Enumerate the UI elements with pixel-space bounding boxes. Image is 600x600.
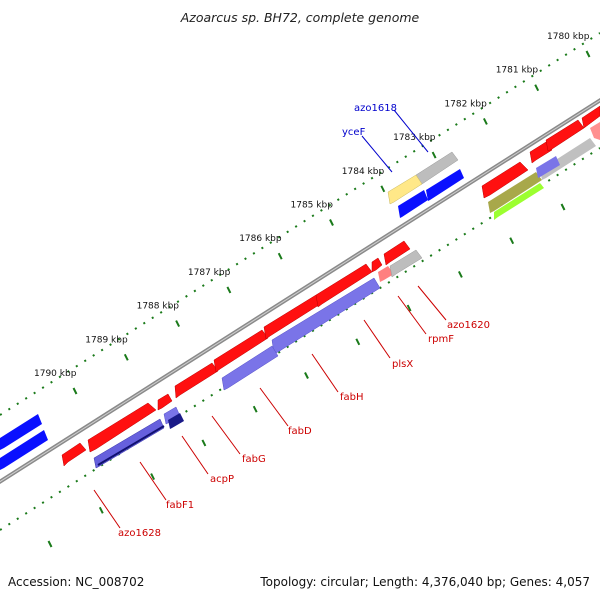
gene-purple-mid[interactable] <box>221 345 279 391</box>
gene-fabH[interactable] <box>263 294 323 340</box>
major-tick-inner <box>252 405 258 413</box>
label-azo1628[interactable]: azo1628 <box>118 528 161 539</box>
scale-labels: 1780 kbp 1781 kbp 1782 kbp 1783 kbp 1784 kbp… <box>34 32 590 379</box>
topology-label: Topology: circular; Length: 4,376,040 bp… <box>260 575 590 589</box>
scale-label: 1786 kbp <box>239 234 282 244</box>
major-tick <box>226 286 232 294</box>
scale-label: 1788 kbp <box>137 302 180 312</box>
major-ticks <box>47 50 591 548</box>
gene-far-left-2[interactable] <box>0 430 48 470</box>
label-fabF1[interactable]: fabF1 <box>166 500 194 511</box>
label-fabD[interactable]: fabD <box>288 426 312 437</box>
major-tick-inner <box>458 270 463 278</box>
reverse-genes[interactable] <box>398 169 464 218</box>
scale-label: 1784 kbp <box>342 167 385 177</box>
gene-acpP[interactable] <box>157 393 173 411</box>
gene-right-fwd-4[interactable] <box>581 105 600 129</box>
gene-fabF1[interactable] <box>87 402 157 453</box>
gene-azo1618[interactable] <box>426 169 464 201</box>
gene-right-pink[interactable] <box>590 122 600 140</box>
major-tick <box>123 353 129 361</box>
other-genes[interactable] <box>378 122 600 282</box>
label-fabG[interactable]: fabG <box>242 454 266 465</box>
major-tick-inner <box>355 338 361 346</box>
gene-grey-1[interactable] <box>389 249 423 278</box>
label-azo1620[interactable]: azo1620 <box>447 320 490 331</box>
major-tick-inner <box>150 473 155 481</box>
label-acpP[interactable]: acpP <box>210 474 234 485</box>
label-rpmF[interactable]: rpmF <box>428 334 454 345</box>
major-tick <box>534 84 540 92</box>
gene-right-purple[interactable] <box>536 156 560 178</box>
gene-right-fwd-1[interactable] <box>481 161 529 199</box>
map-title: Azoarcus sp. BH72, complete genome <box>180 10 420 25</box>
gene-navy-stripe <box>97 425 165 466</box>
scale-label: 1782 kbp <box>444 99 487 109</box>
scale-label: 1783 kbp <box>393 133 436 143</box>
gene-group-far-left[interactable] <box>0 414 48 470</box>
major-tick <box>329 219 334 226</box>
gene-labels: azo1620 rpmF plsX fabH fabD fabG acpP fa… <box>118 103 490 539</box>
gene-rev-2[interactable] <box>398 190 428 218</box>
accession-label: Accession: NC_008702 <box>8 575 145 589</box>
scale-label: 1780 kbp <box>547 32 590 42</box>
gene-right-olive[interactable] <box>488 172 542 213</box>
scale-label: 1789 kbp <box>85 335 128 345</box>
major-tick <box>175 320 180 328</box>
major-tick-inner <box>47 540 53 548</box>
major-tick-inner <box>304 372 309 379</box>
scale-label: 1781 kbp <box>496 66 539 76</box>
gene-azo1620[interactable] <box>383 240 411 266</box>
label-leaders <box>93 109 447 529</box>
gene-navy-fabF1[interactable] <box>93 418 165 469</box>
label-azo1618[interactable]: azo1618 <box>354 103 397 114</box>
scale-label: 1785 kbp <box>291 201 334 211</box>
major-tick-inner <box>509 237 515 245</box>
scale-label: 1787 kbp <box>188 268 231 278</box>
scale-label: 1790 kbp <box>34 369 77 379</box>
gene-navy-acpP[interactable] <box>168 413 184 429</box>
label-yceF[interactable]: yceF <box>342 127 366 138</box>
gene-rpmF[interactable] <box>371 257 383 273</box>
major-tick <box>380 185 386 193</box>
major-tick <box>431 151 437 159</box>
forward-genes[interactable] <box>61 105 600 467</box>
gene-right-fwd-2[interactable] <box>529 141 553 164</box>
major-tick <box>277 252 283 260</box>
gene-right-green[interactable] <box>494 183 544 220</box>
gene-yceF[interactable] <box>387 174 423 205</box>
major-tick-inner <box>406 304 412 312</box>
major-tick-inner <box>560 203 566 211</box>
gene-right-grey[interactable] <box>540 138 596 180</box>
gene-fabG[interactable] <box>174 362 219 399</box>
gene-plsX[interactable] <box>315 263 373 308</box>
label-plsX[interactable]: plsX <box>392 359 413 370</box>
gene-right-fwd-3[interactable] <box>545 119 585 152</box>
gene-far-left-1[interactable] <box>0 414 42 450</box>
major-tick-inner <box>98 506 104 514</box>
major-tick <box>585 50 591 58</box>
major-tick <box>72 387 78 395</box>
gene-pink-1[interactable] <box>378 266 394 282</box>
backbone-line-inner <box>0 99 600 483</box>
major-tick <box>483 117 488 125</box>
major-tick-inner <box>201 439 207 447</box>
inner-genes[interactable] <box>93 156 560 469</box>
gene-azo1628[interactable] <box>61 442 87 467</box>
outer-scale-ring <box>0 32 600 416</box>
label-fabH[interactable]: fabH <box>340 392 364 403</box>
gene-fabD[interactable] <box>213 329 269 373</box>
